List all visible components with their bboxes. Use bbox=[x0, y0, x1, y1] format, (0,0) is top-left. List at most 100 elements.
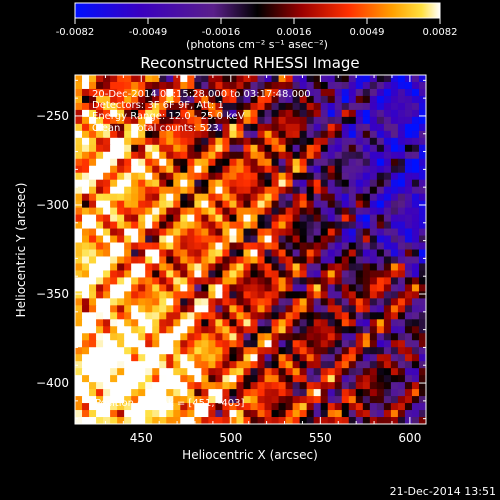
heatmap-cell bbox=[173, 312, 181, 320]
heatmap-cell bbox=[96, 389, 104, 397]
heatmap-cell bbox=[166, 368, 174, 376]
heatmap-cell bbox=[383, 144, 392, 153]
heatmap-cell bbox=[103, 368, 111, 376]
heatmap-cell bbox=[215, 186, 224, 195]
heatmap-cell bbox=[124, 242, 132, 251]
heatmap-cell bbox=[131, 221, 139, 230]
heatmap-cell bbox=[376, 123, 385, 132]
heatmap-cell bbox=[397, 354, 406, 362]
heatmap-cell bbox=[327, 354, 336, 362]
heatmap-cell bbox=[306, 116, 315, 125]
heatmap-cell bbox=[348, 109, 357, 118]
heatmap-cell bbox=[271, 144, 280, 153]
heatmap-cell bbox=[320, 242, 329, 251]
heatmap-cell bbox=[159, 144, 167, 153]
heatmap-cell bbox=[110, 410, 118, 418]
heatmap-cell bbox=[173, 88, 181, 97]
heatmap-cell bbox=[271, 347, 280, 355]
heatmap-cell bbox=[418, 95, 426, 104]
heatmap-cell bbox=[306, 151, 315, 160]
heatmap-cell bbox=[306, 88, 315, 97]
heatmap-cell bbox=[138, 102, 146, 111]
heatmap-cell bbox=[383, 130, 392, 139]
heatmap-cell bbox=[75, 389, 83, 397]
heatmap-cell bbox=[320, 193, 329, 202]
heatmap-cell bbox=[110, 193, 118, 202]
heatmap-cell bbox=[187, 326, 195, 334]
heatmap-cell bbox=[334, 340, 343, 348]
heatmap-cell bbox=[250, 284, 259, 292]
heatmap-cell bbox=[390, 403, 399, 411]
heatmap-cell bbox=[215, 354, 224, 362]
heatmap-cell bbox=[411, 403, 420, 411]
heatmap-cell bbox=[117, 347, 125, 355]
heatmap-cell bbox=[271, 403, 280, 411]
heatmap-cell bbox=[96, 158, 104, 167]
heatmap-cell bbox=[264, 221, 273, 230]
heatmap-cell bbox=[341, 382, 350, 390]
heatmap-cell bbox=[236, 305, 245, 313]
heatmap-cell bbox=[75, 403, 83, 411]
heatmap-cell bbox=[348, 102, 357, 111]
heatmap-cell bbox=[243, 368, 252, 376]
heatmap-cell bbox=[334, 102, 343, 111]
heatmap-cell bbox=[257, 242, 266, 251]
heatmap-cell bbox=[418, 88, 426, 97]
heatmap-cell bbox=[285, 291, 294, 299]
heatmap-cell bbox=[166, 396, 174, 404]
heatmap-cell bbox=[285, 242, 294, 251]
heatmap-cell bbox=[369, 158, 378, 167]
heatmap-cell bbox=[96, 137, 104, 146]
heatmap-cell bbox=[110, 88, 118, 97]
heatmap-cell bbox=[201, 368, 209, 376]
heatmap-cell bbox=[166, 158, 174, 167]
heatmap-cell bbox=[334, 228, 343, 237]
heatmap-cell bbox=[194, 193, 202, 202]
heatmap-cell bbox=[187, 109, 195, 118]
heatmap-cell bbox=[222, 186, 231, 195]
heatmap-cell bbox=[383, 75, 392, 83]
heatmap-cell bbox=[152, 291, 160, 299]
heatmap-cell bbox=[306, 305, 315, 313]
heatmap-cell bbox=[124, 130, 132, 139]
heatmap-cell bbox=[257, 263, 266, 272]
heatmap-cell bbox=[383, 172, 392, 181]
heatmap-cell bbox=[299, 410, 308, 418]
heatmap-cell bbox=[264, 284, 273, 292]
heatmap-cell bbox=[341, 193, 350, 202]
heatmap-cell bbox=[89, 214, 97, 223]
heatmap-cell bbox=[334, 298, 343, 306]
heatmap-cell bbox=[159, 284, 167, 292]
heatmap-cell bbox=[411, 410, 420, 418]
heatmap-cell bbox=[173, 116, 181, 125]
heatmap-cell bbox=[159, 95, 167, 104]
heatmap-cell bbox=[229, 319, 238, 327]
heatmap-cell bbox=[390, 207, 399, 216]
heatmap-cell bbox=[306, 193, 315, 202]
heatmap-cell bbox=[369, 389, 378, 397]
heatmap-cell bbox=[250, 172, 259, 181]
heatmap-cell bbox=[376, 109, 385, 118]
heatmap-cell bbox=[299, 312, 308, 320]
heatmap-cell bbox=[264, 95, 273, 104]
heatmap-cell bbox=[411, 221, 420, 230]
heatmap-cell bbox=[327, 109, 336, 118]
heatmap-cell bbox=[397, 95, 406, 104]
heatmap-cell bbox=[103, 193, 111, 202]
heatmap-cell bbox=[124, 326, 132, 334]
heatmap-cell bbox=[355, 291, 364, 299]
heatmap-cell bbox=[110, 95, 118, 104]
heatmap-cell bbox=[257, 193, 266, 202]
heatmap-cell bbox=[89, 347, 97, 355]
heatmap-cell bbox=[222, 116, 231, 125]
heatmap-cell bbox=[271, 249, 280, 258]
heatmap-cell bbox=[229, 151, 238, 160]
heatmap-cell bbox=[103, 158, 111, 167]
heatmap-cell bbox=[334, 249, 343, 258]
heatmap-cell bbox=[355, 116, 364, 125]
heatmap-cell bbox=[145, 354, 153, 362]
heatmap-cell bbox=[75, 375, 83, 383]
heatmap-cell bbox=[250, 389, 259, 397]
heatmap-cell bbox=[313, 389, 322, 397]
heatmap-cell bbox=[110, 179, 118, 188]
